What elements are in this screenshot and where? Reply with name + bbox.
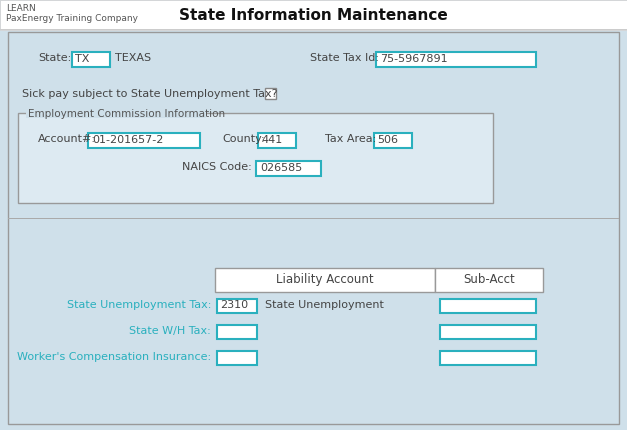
Text: PaxEnergy Training Company: PaxEnergy Training Company bbox=[6, 14, 138, 23]
Text: NAICS Code:: NAICS Code: bbox=[182, 162, 252, 172]
Text: 441: 441 bbox=[261, 135, 282, 145]
Bar bbox=[258, 133, 296, 148]
Bar bbox=[215, 268, 435, 292]
Text: TEXAS: TEXAS bbox=[115, 53, 151, 63]
Bar bbox=[217, 299, 257, 313]
Text: Employment Commission Information: Employment Commission Information bbox=[28, 109, 225, 119]
Text: State W/H Tax:: State W/H Tax: bbox=[129, 326, 211, 336]
Text: 2310: 2310 bbox=[220, 300, 248, 310]
Text: Account#:: Account#: bbox=[38, 134, 96, 144]
Text: State Unemployment: State Unemployment bbox=[265, 300, 384, 310]
Bar bbox=[8, 218, 619, 219]
Text: State Information Maintenance: State Information Maintenance bbox=[179, 8, 448, 23]
Bar bbox=[376, 52, 536, 67]
Bar bbox=[0, 0, 627, 30]
Bar bbox=[374, 133, 412, 148]
Bar bbox=[440, 325, 536, 339]
Text: County:: County: bbox=[222, 134, 265, 144]
Text: LEARN: LEARN bbox=[6, 4, 36, 13]
Bar bbox=[88, 133, 200, 148]
Text: TX: TX bbox=[75, 54, 90, 64]
Text: State:: State: bbox=[38, 53, 71, 63]
Text: State Unemployment Tax:: State Unemployment Tax: bbox=[66, 300, 211, 310]
Bar bbox=[435, 268, 543, 292]
Text: 026585: 026585 bbox=[260, 163, 302, 173]
Text: State Tax Id:: State Tax Id: bbox=[310, 53, 379, 63]
Bar bbox=[217, 351, 257, 365]
Text: Liability Account: Liability Account bbox=[276, 273, 374, 286]
Text: Tax Area:: Tax Area: bbox=[325, 134, 376, 144]
Bar bbox=[217, 325, 257, 339]
Bar bbox=[0, 29, 627, 30]
Text: Sub-Acct: Sub-Acct bbox=[463, 273, 515, 286]
Bar bbox=[440, 299, 536, 313]
Text: 01-201657-2: 01-201657-2 bbox=[92, 135, 164, 145]
Bar bbox=[265, 88, 276, 99]
Bar bbox=[72, 52, 110, 67]
Bar bbox=[440, 351, 536, 365]
Bar bbox=[26, 108, 206, 118]
Text: Worker's Compensation Insurance:: Worker's Compensation Insurance: bbox=[17, 352, 211, 362]
Bar bbox=[18, 113, 493, 203]
Bar bbox=[256, 161, 321, 176]
Text: 75-5967891: 75-5967891 bbox=[380, 54, 448, 64]
Text: Sick pay subject to State Unemployment Tax?: Sick pay subject to State Unemployment T… bbox=[22, 89, 278, 99]
Text: 506: 506 bbox=[377, 135, 398, 145]
